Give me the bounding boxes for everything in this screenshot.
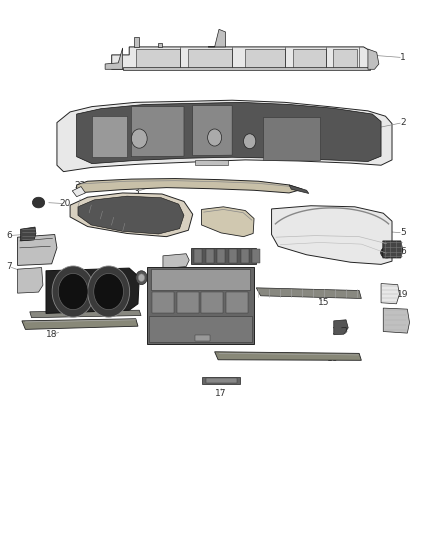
Polygon shape — [105, 48, 123, 69]
Text: 14: 14 — [332, 327, 343, 336]
Text: 12: 12 — [165, 257, 177, 265]
Text: 20: 20 — [59, 199, 71, 208]
Polygon shape — [158, 43, 162, 47]
Polygon shape — [149, 316, 252, 342]
Circle shape — [208, 129, 222, 146]
Polygon shape — [333, 49, 357, 68]
Text: 5: 5 — [400, 229, 406, 237]
Text: 20: 20 — [373, 244, 385, 252]
Ellipse shape — [32, 197, 45, 208]
Polygon shape — [201, 207, 254, 237]
Polygon shape — [152, 292, 174, 313]
Polygon shape — [72, 187, 85, 197]
Text: 3: 3 — [133, 188, 139, 196]
Polygon shape — [195, 160, 228, 165]
Polygon shape — [381, 284, 399, 304]
Polygon shape — [147, 266, 254, 344]
Polygon shape — [134, 37, 139, 47]
Text: 7: 7 — [400, 311, 406, 320]
Text: 1: 1 — [400, 53, 406, 62]
Polygon shape — [383, 241, 403, 258]
Circle shape — [138, 274, 145, 281]
Polygon shape — [21, 227, 36, 241]
Circle shape — [58, 273, 88, 310]
Text: 16: 16 — [327, 354, 339, 363]
Circle shape — [244, 134, 256, 149]
Polygon shape — [92, 116, 127, 157]
Polygon shape — [368, 49, 379, 69]
Polygon shape — [229, 249, 237, 263]
Polygon shape — [245, 49, 285, 68]
Polygon shape — [78, 196, 184, 234]
Text: 18: 18 — [46, 330, 57, 339]
Polygon shape — [215, 352, 361, 360]
Polygon shape — [46, 268, 139, 313]
Polygon shape — [263, 117, 320, 160]
Text: 11: 11 — [242, 221, 253, 230]
Text: 22: 22 — [74, 181, 86, 190]
Polygon shape — [188, 49, 232, 68]
Polygon shape — [177, 292, 199, 313]
Polygon shape — [252, 249, 260, 263]
Circle shape — [88, 266, 130, 317]
Ellipse shape — [381, 247, 393, 258]
Text: 6: 6 — [400, 247, 406, 256]
Polygon shape — [123, 67, 370, 70]
Polygon shape — [334, 320, 348, 335]
Polygon shape — [77, 102, 381, 164]
Circle shape — [94, 273, 124, 310]
Text: 9: 9 — [111, 301, 117, 309]
Polygon shape — [57, 100, 392, 172]
Text: 6: 6 — [6, 231, 12, 240]
Polygon shape — [112, 47, 374, 69]
Text: 2: 2 — [400, 118, 406, 127]
Polygon shape — [22, 319, 138, 329]
Text: 21: 21 — [218, 250, 229, 259]
Polygon shape — [30, 310, 141, 318]
Polygon shape — [151, 269, 250, 290]
Text: 7: 7 — [6, 262, 12, 271]
Polygon shape — [289, 185, 309, 193]
Polygon shape — [131, 107, 184, 157]
Polygon shape — [206, 249, 214, 263]
Polygon shape — [226, 292, 248, 313]
Circle shape — [136, 271, 147, 285]
Polygon shape — [383, 308, 410, 333]
Polygon shape — [201, 292, 223, 313]
Circle shape — [131, 129, 147, 148]
Polygon shape — [293, 49, 326, 68]
Text: 8: 8 — [16, 239, 22, 248]
Polygon shape — [272, 206, 392, 264]
Polygon shape — [191, 248, 256, 264]
Polygon shape — [256, 288, 361, 298]
Polygon shape — [70, 193, 193, 237]
Text: 17: 17 — [215, 389, 227, 398]
Polygon shape — [206, 378, 237, 383]
Polygon shape — [208, 29, 226, 47]
Polygon shape — [217, 249, 225, 263]
Polygon shape — [18, 235, 57, 265]
Polygon shape — [77, 179, 302, 193]
Polygon shape — [163, 254, 189, 269]
Text: 15: 15 — [318, 298, 330, 306]
Polygon shape — [136, 49, 180, 68]
Circle shape — [52, 266, 94, 317]
Text: 13: 13 — [165, 333, 177, 341]
Polygon shape — [202, 377, 240, 384]
Text: 19: 19 — [397, 290, 409, 298]
Polygon shape — [240, 249, 248, 263]
Text: 4: 4 — [181, 218, 187, 227]
Polygon shape — [18, 268, 43, 293]
Text: 10: 10 — [132, 278, 144, 286]
Polygon shape — [195, 335, 210, 341]
Polygon shape — [194, 249, 202, 263]
Polygon shape — [193, 106, 232, 156]
